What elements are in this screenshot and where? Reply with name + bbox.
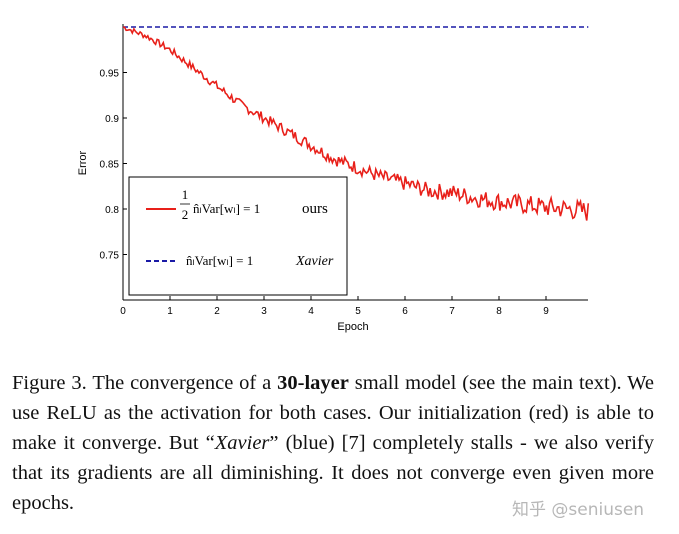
y-tick-label: 0.95 [100,69,120,80]
x-tick-label: 7 [449,306,455,317]
x-tick-label: 4 [308,306,314,317]
legend-math-ours: n̂ₗVar[wₗ] = 1 [193,201,260,216]
figure-label: Figure 3. [12,372,87,394]
x-tick-label: 8 [496,306,502,317]
series-ours-line [122,26,590,221]
caption-italic: Xavier [214,432,270,454]
figure-caption: Figure 3. The convergence of a 30-layer … [12,368,654,518]
caption-bold: 30-layer [277,372,349,394]
y-axis-ticks: 0.95 0.9 0.85 0.8 0.75 [100,69,127,262]
legend-frac-num: 1 [182,187,189,202]
convergence-chart: 0 1 2 3 4 5 6 7 8 9 0.95 0.9 0.85 0.8 0.75 Epoch Erro… [77,24,590,333]
legend-label-xavier: Xavier [295,254,334,269]
x-tick-label: 2 [214,306,220,317]
legend-math-xavier: n̂ₗVar[wₗ] = 1 [186,253,253,268]
legend-box [128,176,348,296]
legend-frac-den: 2 [182,207,189,222]
y-tick-label: 0.75 [100,251,120,262]
caption-part1: The convergence of a [86,372,278,394]
y-tick-label: 0.8 [105,205,119,216]
caption-part3: ” (blue) [7] completely stalls - we also… [12,432,654,514]
x-tick-label: 9 [543,306,549,317]
x-axis-label: Epoch [337,321,368,333]
x-tick-label: 1 [167,306,173,317]
x-tick-label: 0 [120,306,126,317]
y-axis-label: Error [77,150,89,175]
x-tick-label: 6 [402,306,408,317]
y-tick-label: 0.9 [105,114,119,125]
legend-label-ours: ours [302,201,328,217]
x-tick-label: 3 [261,306,267,317]
caption-part2: small model (see the main text). We use … [12,372,654,454]
watermark: 知乎 @seniusen [512,500,645,520]
x-tick-label: 5 [355,306,361,317]
legend: 1 2 n̂ₗVar[wₗ] = 1 ours n̂ₗVar[wₗ] = 1 X… [128,176,348,296]
x-axis-ticks: 0 1 2 3 4 5 6 7 8 9 [120,296,549,317]
y-tick-label: 0.85 [100,160,120,171]
